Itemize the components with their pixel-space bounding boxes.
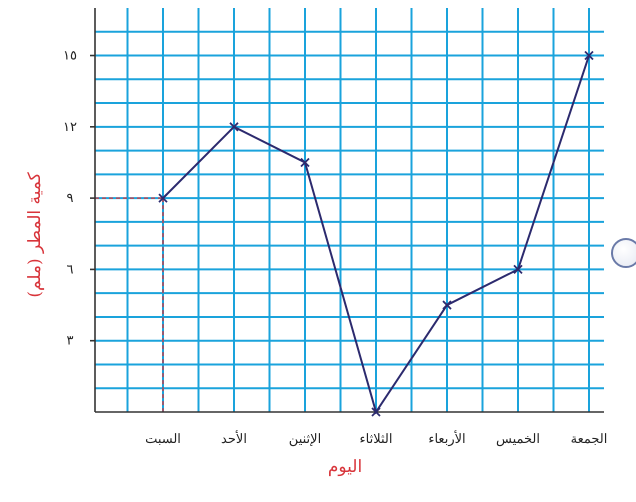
y-tick-label: ١٥ [63, 49, 77, 64]
guide-lines [95, 197, 164, 412]
data-point-stroke [229, 122, 239, 132]
y-tick-label: ٣ [67, 334, 74, 349]
data-point [371, 407, 381, 417]
x-tick-label: الثلاثاء [360, 432, 393, 447]
x-tick-label: الجمعة [571, 432, 608, 447]
x-tick-label: الأحد [221, 430, 247, 447]
y-tick-label: ١٢ [63, 120, 77, 135]
data-point-stroke [442, 300, 452, 310]
data-point-stroke [158, 193, 168, 203]
data-point [229, 122, 239, 132]
axes [94, 8, 604, 413]
series [158, 50, 594, 417]
data-point [158, 193, 168, 203]
y-axis-title: كمية المطر (ملم) [25, 171, 45, 297]
data-point-stroke [300, 157, 310, 168]
x-tick-label: الإثنين [289, 432, 321, 447]
x-tick-label: الخميس [496, 432, 540, 447]
x-tick-labels: السبت الأحد الإثنين الثلاثاء الأربعاء الخميس ا… [145, 430, 607, 447]
data-point-stroke [371, 407, 381, 417]
data-point [300, 157, 310, 168]
data-point [513, 264, 523, 275]
y-tick-label: ٦ [67, 262, 74, 277]
circle-marker [611, 238, 636, 268]
data-point [442, 300, 452, 310]
data-point-stroke [584, 50, 594, 61]
x-axis-title: اليوم [328, 457, 362, 477]
y-tick-labels: ٣ ٦ ٩ ١٢ ١٥ [63, 49, 95, 349]
data-point [584, 50, 594, 61]
x-tick-label: الأربعاء [428, 430, 465, 447]
y-tick-label: ٩ [67, 191, 74, 206]
grid [95, 8, 604, 412]
data-point-stroke [513, 264, 523, 275]
x-tick-label: السبت [145, 432, 181, 447]
